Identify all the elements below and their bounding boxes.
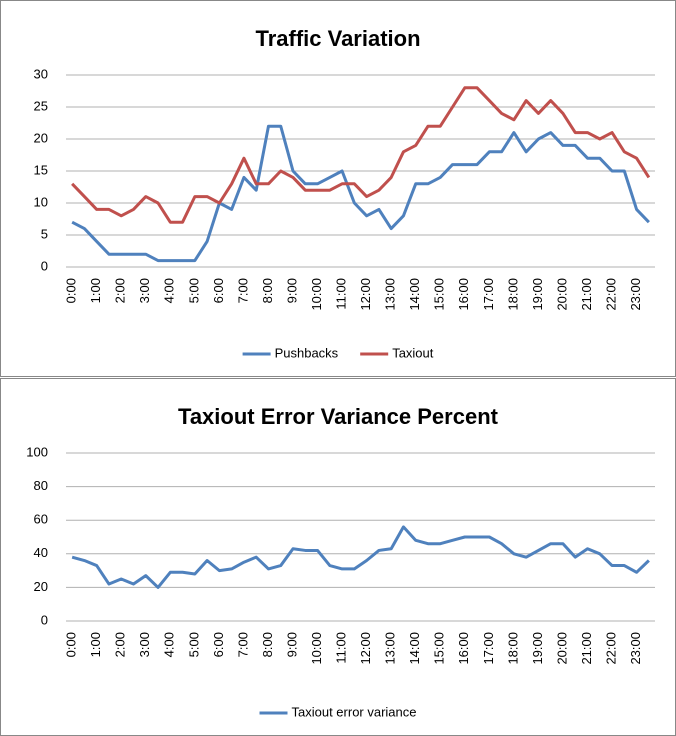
x-tick-label: 20:00 <box>554 632 569 665</box>
x-tick-label: 17:00 <box>481 278 496 311</box>
series-line <box>71 525 650 589</box>
series-line <box>71 124 650 263</box>
x-tick-label: 23:00 <box>628 632 643 665</box>
x-tick-label: 9:00 <box>284 278 299 303</box>
chart-title: Taxiout Error Variance Percent <box>178 404 499 429</box>
x-tick-label: 15:00 <box>432 278 447 311</box>
x-tick-label: 10:00 <box>309 278 324 311</box>
x-tick-label: 2:00 <box>113 632 128 657</box>
y-tick-label: 40 <box>34 545 48 560</box>
x-tick-label: 1:00 <box>88 632 103 657</box>
y-tick-label: 0 <box>41 612 48 627</box>
x-tick-label: 23:00 <box>628 278 643 311</box>
x-tick-label: 12:00 <box>358 632 373 665</box>
x-tick-label: 21:00 <box>579 278 594 311</box>
x-tick-label: 7:00 <box>235 278 250 303</box>
y-tick-label: 0 <box>41 258 48 273</box>
x-tick-label: 19:00 <box>530 632 545 665</box>
x-tick-label: 18:00 <box>505 632 520 665</box>
x-tick-label: 4:00 <box>162 632 177 657</box>
y-tick-label: 100 <box>26 444 48 459</box>
x-tick-label: 12:00 <box>358 278 373 311</box>
x-tick-label: 19:00 <box>530 278 545 311</box>
y-tick-label: 25 <box>34 98 48 113</box>
chart-frame <box>0 0 676 377</box>
x-tick-label: 6:00 <box>211 632 226 657</box>
x-tick-label: 8:00 <box>260 278 275 303</box>
x-tick-label: 8:00 <box>260 632 275 657</box>
x-tick-label: 20:00 <box>554 278 569 311</box>
x-tick-label: 9:00 <box>284 632 299 657</box>
series-line <box>71 86 651 224</box>
x-tick-label: 1:00 <box>88 278 103 303</box>
x-tick-label: 16:00 <box>456 632 471 665</box>
x-tick-label: 6:00 <box>211 278 226 303</box>
x-tick-label: 3:00 <box>137 278 152 303</box>
y-tick-label: 5 <box>41 226 48 241</box>
x-tick-label: 14:00 <box>407 278 422 311</box>
x-tick-label: 11:00 <box>334 632 349 664</box>
x-tick-label: 7:00 <box>235 632 250 657</box>
y-tick-label: 60 <box>34 512 48 527</box>
x-tick-label: 4:00 <box>162 278 177 303</box>
x-tick-label: 0:00 <box>64 632 79 657</box>
legend-label: Pushbacks <box>275 345 339 360</box>
x-tick-label: 14:00 <box>407 632 422 665</box>
x-tick-label: 13:00 <box>383 278 398 311</box>
legend-label: Taxiout error variance <box>292 704 417 719</box>
y-tick-label: 80 <box>34 478 48 493</box>
x-tick-label: 22:00 <box>603 632 618 665</box>
x-tick-label: 10:00 <box>309 632 324 665</box>
y-tick-label: 10 <box>34 194 48 209</box>
chart-frame <box>0 378 676 736</box>
x-tick-label: 15:00 <box>432 632 447 665</box>
y-tick-label: 20 <box>34 579 48 594</box>
y-tick-label: 30 <box>34 66 48 81</box>
x-tick-label: 17:00 <box>481 632 496 665</box>
chart-title: Traffic Variation <box>255 26 420 51</box>
x-tick-label: 16:00 <box>456 278 471 311</box>
x-tick-label: 3:00 <box>137 632 152 657</box>
legend-label: Taxiout <box>392 345 434 360</box>
y-tick-label: 15 <box>34 162 48 177</box>
x-tick-label: 22:00 <box>603 278 618 311</box>
x-tick-label: 18:00 <box>505 278 520 311</box>
x-tick-label: 21:00 <box>579 632 594 665</box>
x-tick-label: 5:00 <box>186 278 201 303</box>
x-tick-label: 13:00 <box>383 632 398 665</box>
x-tick-label: 2:00 <box>113 278 128 303</box>
y-tick-label: 20 <box>34 130 48 145</box>
x-tick-label: 5:00 <box>186 632 201 657</box>
x-tick-label: 0:00 <box>64 278 79 303</box>
x-tick-label: 11:00 <box>334 278 349 310</box>
